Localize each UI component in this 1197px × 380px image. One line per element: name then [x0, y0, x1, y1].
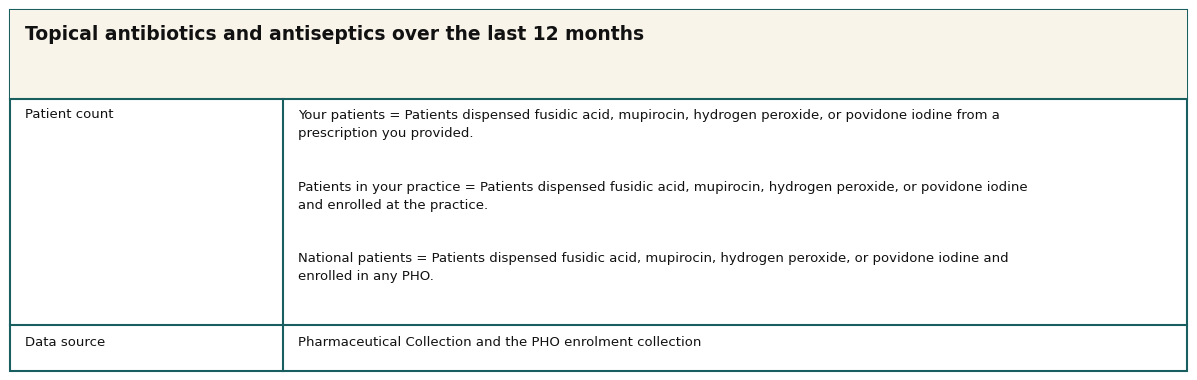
Text: Topical antibiotics and antiseptics over the last 12 months: Topical antibiotics and antiseptics over…: [25, 25, 644, 44]
Text: National patients = Patients dispensed fusidic acid, mupirocin, hydrogen peroxid: National patients = Patients dispensed f…: [298, 252, 1009, 283]
Text: Your patients = Patients dispensed fusidic acid, mupirocin, hydrogen peroxide, o: Your patients = Patients dispensed fusid…: [298, 109, 1001, 141]
Text: Pharmaceutical Collection and the PHO enrolment collection: Pharmaceutical Collection and the PHO en…: [298, 336, 701, 349]
Text: Patients in your practice = Patients dispensed fusidic acid, mupirocin, hydrogen: Patients in your practice = Patients dis…: [298, 181, 1028, 212]
Text: Data source: Data source: [25, 336, 105, 349]
Bar: [10, 10, 1187, 99]
Text: Patient count: Patient count: [25, 108, 114, 121]
